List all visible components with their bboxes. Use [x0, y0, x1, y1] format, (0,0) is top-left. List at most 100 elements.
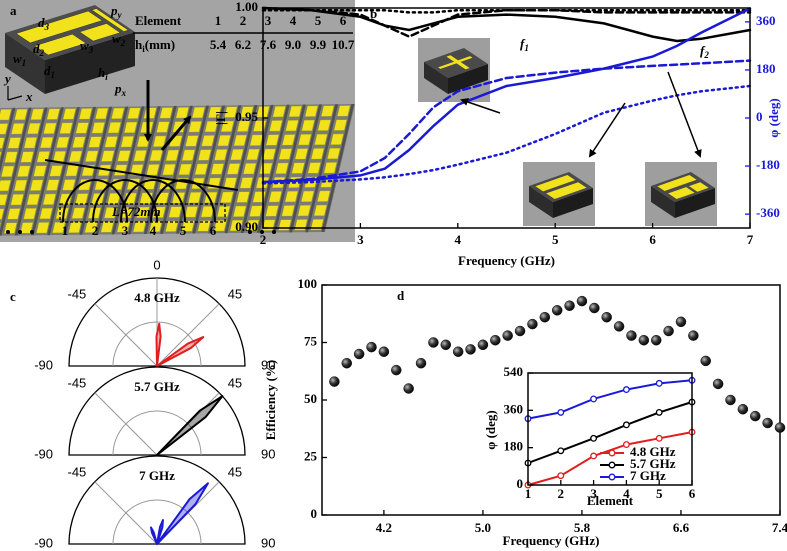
- element-number: 2: [92, 223, 99, 238]
- array-patch: [103, 207, 118, 219]
- array-patch: [245, 219, 260, 231]
- x-axis-title: Frequency (GHz): [458, 253, 555, 268]
- data-point: [725, 394, 736, 406]
- pointer-arrow: [588, 102, 626, 158]
- array-patch: [95, 107, 109, 120]
- y2-tick-label: -180: [756, 157, 780, 172]
- array-patch: [78, 108, 93, 120]
- theta-tick-label: -45: [67, 465, 86, 480]
- array-patch: [285, 120, 299, 132]
- series-line: [261, 6, 752, 43]
- theta-tick-label: 90: [261, 535, 275, 550]
- cell-label: d3: [38, 15, 50, 32]
- cell-label-sub: i: [105, 72, 108, 82]
- array-patch: [197, 220, 211, 232]
- array-patch: [91, 122, 106, 134]
- array-patch: [304, 105, 319, 117]
- x-tick-label: 4: [455, 232, 462, 247]
- table-cell: 6.2: [235, 37, 251, 52]
- array-patch: [7, 137, 22, 149]
- data-point: [638, 334, 650, 346]
- cell-label: w1: [13, 51, 26, 68]
- y-tick-label: 540: [504, 364, 524, 379]
- patch: [546, 182, 587, 199]
- array-patch: [20, 151, 34, 163]
- cell-label-sub: 3: [44, 22, 50, 32]
- cell-label-text: w: [13, 51, 22, 66]
- data-point: [613, 321, 625, 332]
- y2-tick-label: 180: [756, 61, 776, 76]
- theta-tick-label: 90: [261, 446, 275, 461]
- array-patch: [210, 163, 225, 175]
- array-patch: [62, 108, 77, 120]
- array-strip: [160, 105, 193, 234]
- array-patch: [223, 177, 237, 189]
- x-tick-label: 6.6: [673, 520, 690, 535]
- array-patch: [78, 179, 92, 191]
- y2-tick-label: 0: [756, 109, 763, 124]
- array-patch: [220, 191, 234, 203]
- series-marker: [557, 447, 565, 455]
- array-patch: [187, 192, 202, 204]
- series-marker: [655, 434, 663, 442]
- panel-letter: d: [397, 288, 405, 303]
- series-marker: [622, 421, 630, 429]
- y-axis-title: |Γ|: [213, 111, 228, 125]
- data-point: [329, 376, 340, 387]
- series-line: [527, 379, 693, 420]
- array-patch: [275, 162, 289, 174]
- array-patch: [194, 163, 208, 175]
- y2-tick-label: -360: [756, 205, 780, 220]
- array-patch: [320, 105, 335, 117]
- cell-label-sub: x: [121, 88, 127, 98]
- array-patch: [0, 208, 5, 220]
- array-patch: [136, 206, 150, 219]
- table-row-label-sub: i: [142, 44, 145, 54]
- x-tick-label: 1: [525, 486, 532, 501]
- series-marker: [622, 386, 630, 394]
- cube-side: [424, 62, 448, 94]
- annotation-sub: 1: [524, 43, 529, 53]
- data-point: [626, 330, 637, 341]
- data-point: [564, 300, 575, 311]
- array-patch: [27, 122, 41, 135]
- array-patch: [42, 193, 57, 205]
- x-tick-label: 7.4: [772, 520, 787, 535]
- data-point: [415, 357, 427, 369]
- array-strip: [79, 106, 113, 235]
- table-header: 6: [340, 13, 347, 28]
- table-header: 5: [315, 13, 322, 28]
- table-row-label: hi(mm): [135, 37, 175, 54]
- series-marker: [557, 408, 565, 416]
- y-tick-label: 0.95: [235, 109, 258, 124]
- cell-label-text: w: [112, 31, 121, 46]
- cell-label: py: [110, 3, 123, 20]
- array-patch: [149, 149, 163, 162]
- x-tick-label: 3: [590, 486, 597, 501]
- x-tick-label: 2: [558, 486, 565, 501]
- y2-axis-title: φ (deg): [766, 98, 781, 138]
- array-patch: [330, 133, 344, 145]
- y-tick-label: 0: [517, 476, 524, 491]
- data-point: [749, 410, 761, 422]
- cell-label: px: [114, 81, 127, 98]
- array-patch: [26, 193, 40, 206]
- annotation: f2: [700, 43, 709, 60]
- legend-label: 4.8 GHz: [630, 444, 676, 459]
- y-tick-label: 0: [311, 506, 318, 521]
- array-patch: [226, 163, 241, 175]
- x-tick-label: 7: [747, 232, 754, 247]
- polar-grid-spoke: [94, 392, 158, 456]
- table-cell: 5.4: [210, 37, 227, 52]
- y2-tick-label: 360: [756, 13, 776, 28]
- array-patch: [101, 150, 115, 162]
- array-patch: [327, 147, 341, 160]
- cell-label-text: p: [114, 81, 122, 96]
- x-tick-label: 4: [623, 486, 630, 501]
- element-number: 4: [150, 223, 157, 238]
- panel-letter: a: [10, 3, 17, 18]
- series-marker: [590, 395, 598, 403]
- inset-cover: [595, 162, 645, 228]
- array-patch: [23, 137, 38, 149]
